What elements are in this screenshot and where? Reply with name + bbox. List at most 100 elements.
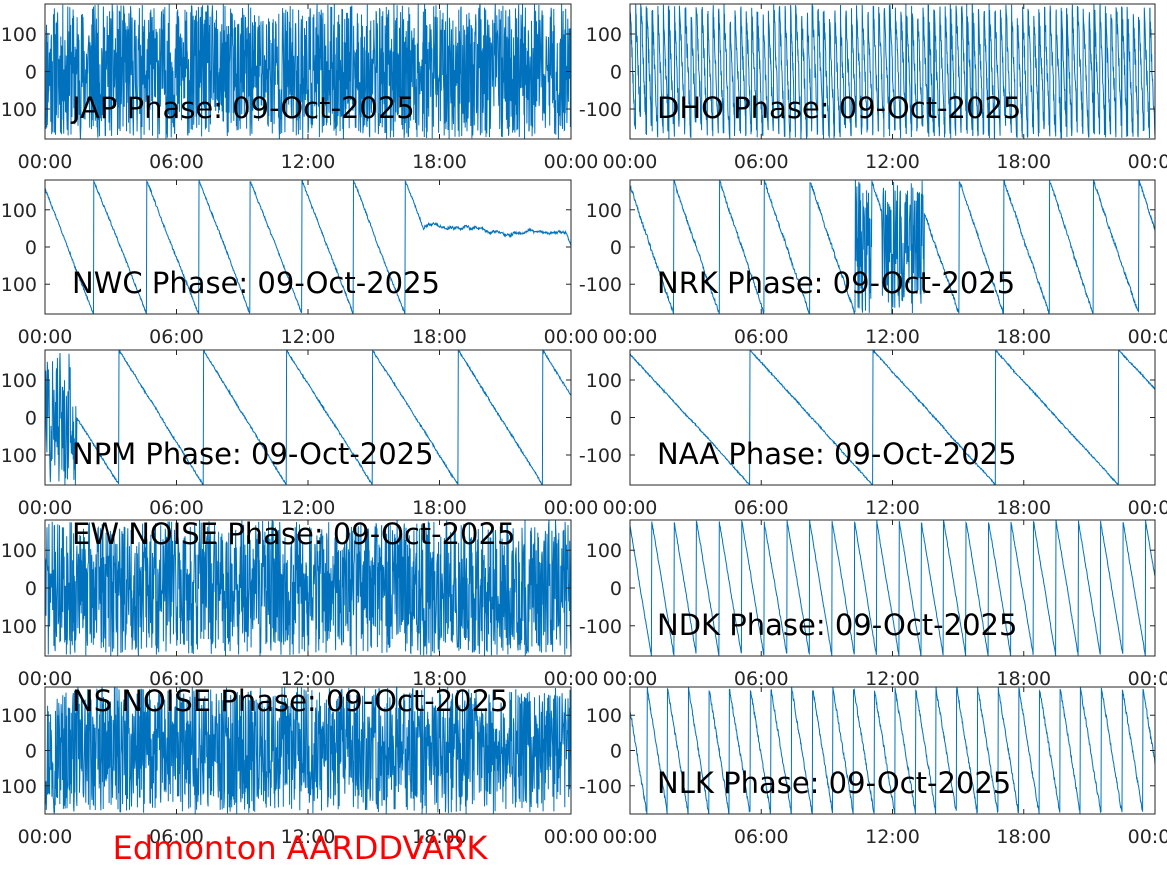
phase-series-line xyxy=(45,180,571,314)
phase-panel: 100 0 -100 00:00 06:00 12:00 18:00 00:00 NRK Pha… xyxy=(579,179,1167,348)
y-tick-label: 100 xyxy=(1,705,37,727)
y-tick-label: -100 xyxy=(0,616,37,638)
y-tick-label: 100 xyxy=(1,370,37,392)
x-tick-label: 06:00 xyxy=(149,668,204,690)
y-tick-label: 100 xyxy=(586,370,622,392)
y-tick-label: 0 xyxy=(610,408,622,430)
x-tick-label: 18:00 xyxy=(412,497,467,519)
phase-panel: 100 0 -100 00:00 06:00 12:00 18:00 00:00 NPM Pha… xyxy=(0,349,598,519)
y-tick-label: 0 xyxy=(25,237,37,259)
y-tick-label: 100 xyxy=(1,24,37,46)
x-tick-label: 00:00 xyxy=(544,497,599,519)
x-tick-label: 18:00 xyxy=(412,151,467,173)
y-tick-label: -100 xyxy=(579,616,622,638)
x-tick-label: 12:00 xyxy=(281,668,336,690)
y-tick-label: -100 xyxy=(579,274,622,296)
y-tick-label: 0 xyxy=(25,578,37,600)
phase-panel: 100 0 -100 00:00 06:00 12:00 18:00 00:00 DHO Pha… xyxy=(579,3,1167,173)
x-tick-label: 06:00 xyxy=(149,497,204,519)
y-tick-label: -100 xyxy=(579,99,622,121)
y-tick-label: 100 xyxy=(586,24,622,46)
x-tick-label: 12:00 xyxy=(865,326,920,348)
phase-series-line xyxy=(45,4,571,139)
phase-panel: 100 0 -100 00:00 06:00 12:00 18:00 00:00 NWC Pha… xyxy=(0,179,598,348)
y-tick-label: 100 xyxy=(586,705,622,727)
x-tick-label: 18:00 xyxy=(412,826,467,848)
x-tick-label: 06:00 xyxy=(149,826,204,848)
phase-panel: 100 0 -100 00:00 06:00 12:00 18:00 00:00 NS NOIS… xyxy=(0,684,598,848)
x-tick-label: 00:00 xyxy=(603,326,658,348)
phase-panel: 100 0 -100 00:00 06:00 12:00 18:00 00:00 NAA Pha… xyxy=(579,349,1167,519)
x-tick-label: 00:00 xyxy=(603,826,658,848)
x-tick-label: 12:00 xyxy=(865,668,920,690)
panel-title: NDK Phase: 09-Oct-2025 xyxy=(657,608,1017,642)
y-tick-label: -100 xyxy=(579,776,622,798)
x-tick-label: 12:00 xyxy=(281,826,336,848)
phase-panel: 100 0 -100 00:00 06:00 12:00 18:00 00:00 NLK Pha… xyxy=(579,686,1167,848)
x-tick-label: 06:00 xyxy=(734,497,789,519)
x-tick-label: 00:00 xyxy=(18,326,73,348)
panel-title: NAA Phase: 09-Oct-2025 xyxy=(657,437,1017,471)
x-tick-label: 00:00 xyxy=(18,151,73,173)
x-tick-label: 00:00 xyxy=(1128,668,1167,690)
phase-panel: 100 0 -100 00:00 06:00 12:00 18:00 00:00 EW NOIS… xyxy=(0,517,598,690)
y-tick-label: 0 xyxy=(25,62,37,84)
x-tick-label: 00:00 xyxy=(18,497,73,519)
x-tick-label: 06:00 xyxy=(734,326,789,348)
phase-series-line xyxy=(630,4,1155,139)
x-tick-label: 12:00 xyxy=(865,497,920,519)
y-tick-label: 100 xyxy=(586,540,622,562)
x-tick-label: 12:00 xyxy=(281,151,336,173)
x-tick-label: 18:00 xyxy=(996,497,1051,519)
x-tick-label: 00:00 xyxy=(603,151,658,173)
x-tick-label: 00:00 xyxy=(544,151,599,173)
panel-title: NS NOISE Phase: 09-Oct-2025 xyxy=(72,684,509,718)
x-tick-label: 18:00 xyxy=(996,151,1051,173)
x-tick-label: 00:00 xyxy=(544,668,599,690)
x-tick-label: 12:00 xyxy=(865,151,920,173)
x-tick-label: 18:00 xyxy=(412,668,467,690)
panel-title: NWC Phase: 09-Oct-2025 xyxy=(72,266,440,300)
y-tick-label: 0 xyxy=(610,237,622,259)
phase-series-line xyxy=(45,350,571,485)
x-tick-label: 00:00 xyxy=(603,497,658,519)
panel-title: NRK Phase: 09-Oct-2025 xyxy=(657,266,1015,300)
x-tick-label: 00:00 xyxy=(544,826,599,848)
x-tick-label: 06:00 xyxy=(149,326,204,348)
panel-title: NPM Phase: 09-Oct-2025 xyxy=(72,437,434,471)
phase-panel: 100 0 -100 00:00 06:00 12:00 18:00 00:00 NDK Pha… xyxy=(579,519,1167,690)
y-tick-label: 100 xyxy=(1,540,37,562)
x-tick-label: 18:00 xyxy=(996,326,1051,348)
x-tick-label: 06:00 xyxy=(734,668,789,690)
panel-title: NLK Phase: 09-Oct-2025 xyxy=(657,766,1011,800)
x-tick-label: 00:00 xyxy=(603,668,658,690)
x-tick-label: 06:00 xyxy=(734,151,789,173)
phase-series-line xyxy=(630,180,1155,314)
y-tick-label: -100 xyxy=(0,99,37,121)
x-tick-label: 00:00 xyxy=(18,826,73,848)
x-tick-label: 00:00 xyxy=(1128,326,1167,348)
x-tick-label: 06:00 xyxy=(149,151,204,173)
x-tick-label: 12:00 xyxy=(865,826,920,848)
phase-series-line xyxy=(630,350,1155,485)
y-tick-label: 0 xyxy=(610,741,622,763)
y-tick-label: 100 xyxy=(1,200,37,222)
panel-title: JAP Phase: 09-Oct-2025 xyxy=(70,91,415,125)
x-tick-label: 00:00 xyxy=(1128,151,1167,173)
y-tick-label: -100 xyxy=(579,445,622,467)
y-tick-label: 0 xyxy=(610,578,622,600)
x-tick-label: 18:00 xyxy=(996,668,1051,690)
y-tick-label: -100 xyxy=(0,274,37,296)
phase-series-line xyxy=(45,687,571,814)
phase-panel: 100 0 -100 00:00 06:00 12:00 18:00 00:00 JAP Pha… xyxy=(0,3,599,173)
phase-series-line xyxy=(630,520,1155,656)
x-tick-label: 18:00 xyxy=(996,826,1051,848)
y-tick-label: -100 xyxy=(0,776,37,798)
y-tick-label: 0 xyxy=(25,741,37,763)
phase-series-line xyxy=(630,687,1155,814)
x-tick-label: 00:00 xyxy=(1128,497,1167,519)
y-tick-label: -100 xyxy=(0,445,37,467)
panel-title: EW NOISE Phase: 09-Oct-2025 xyxy=(72,517,515,551)
x-tick-label: 00:00 xyxy=(18,668,73,690)
